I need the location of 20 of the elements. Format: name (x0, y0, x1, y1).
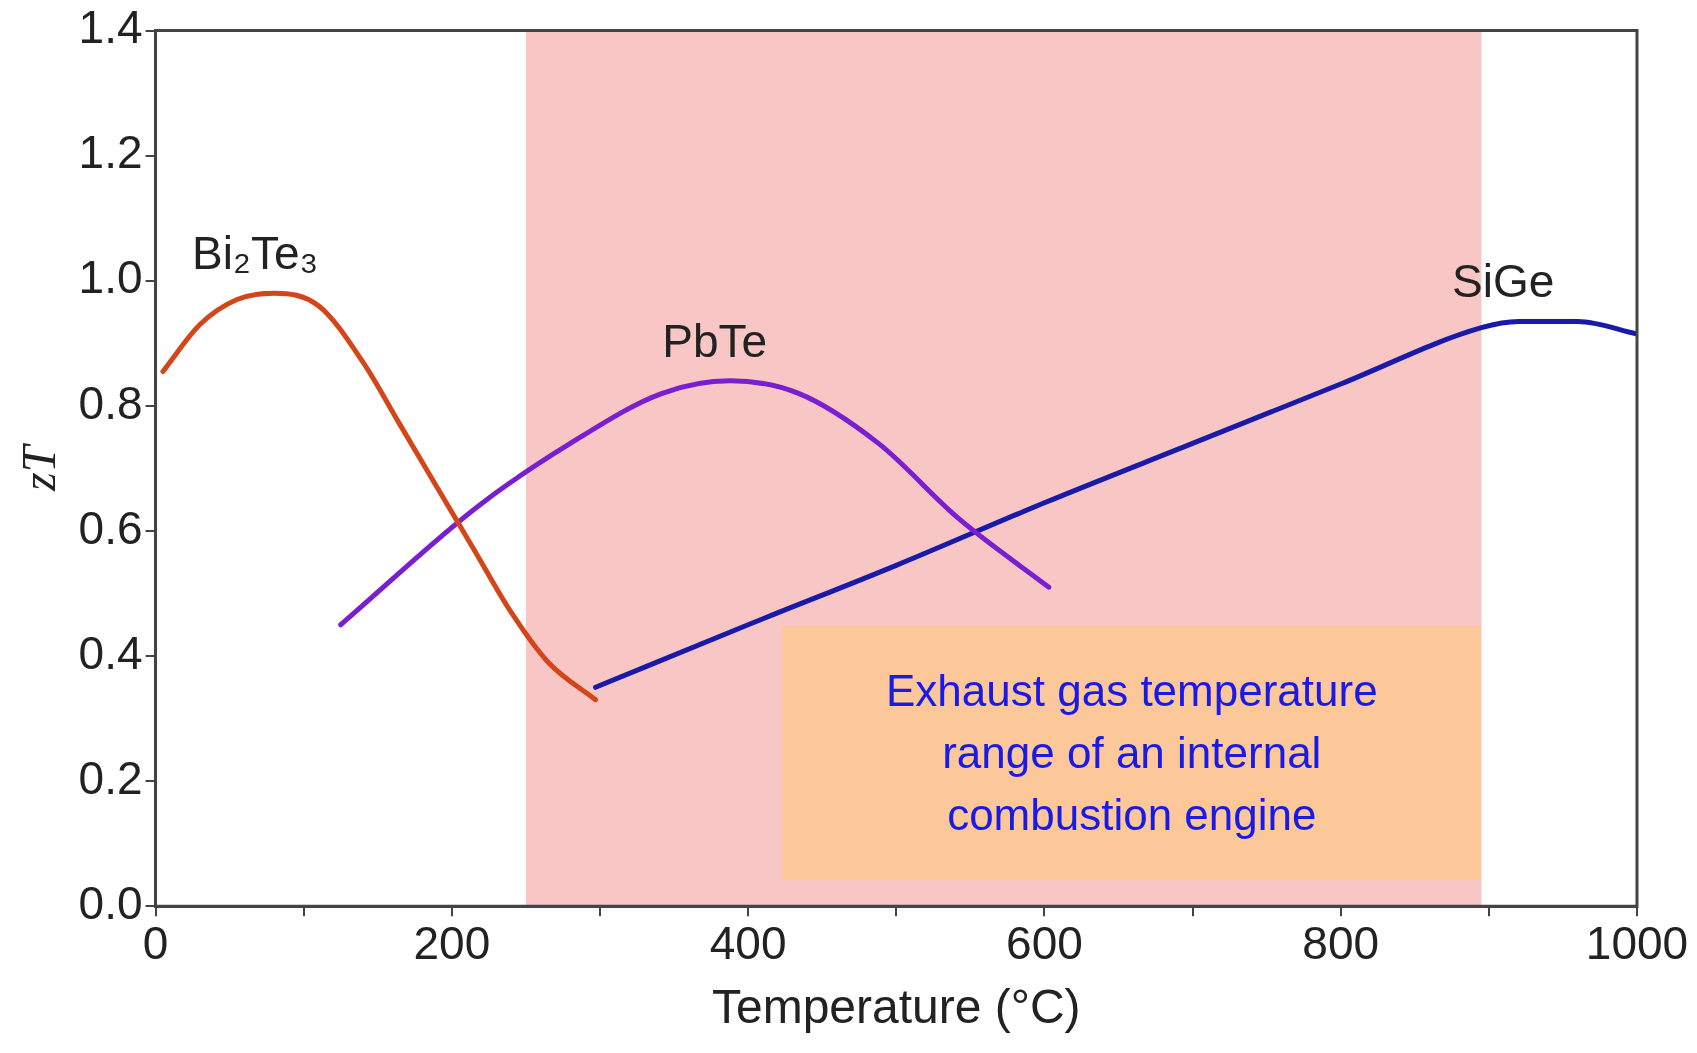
series-label: Bi₂Te₃ (192, 226, 319, 279)
y-tick-label: 1.2 (78, 126, 143, 179)
y-tick-label: 0.0 (78, 876, 143, 929)
x-tick-label: 800 (1302, 917, 1380, 970)
x-tick-label: 1000 (1585, 917, 1689, 970)
x-tick-label: 0 (142, 917, 169, 970)
x-axis-title: Temperature (°C) (711, 980, 1081, 1034)
x-tick-label: 400 (709, 917, 787, 970)
x-tick-label: 200 (413, 917, 491, 970)
y-tick-label: 1.0 (78, 251, 143, 304)
x-tick-label: 600 (1006, 917, 1083, 970)
y-tick-label: 1.4 (78, 1, 143, 54)
y-axis-title: zT (12, 442, 66, 493)
y-tick-label: 0.6 (78, 501, 143, 554)
y-tick-label: 0.4 (78, 626, 143, 679)
series-label: SiGe (1452, 255, 1555, 308)
series-label: PbTe (662, 314, 768, 367)
y-tick-label: 0.2 (78, 751, 143, 804)
note-box: Exhaust gas temperature range of an internal combustion engine (782, 626, 1482, 880)
y-tick-label: 0.8 (78, 376, 143, 429)
